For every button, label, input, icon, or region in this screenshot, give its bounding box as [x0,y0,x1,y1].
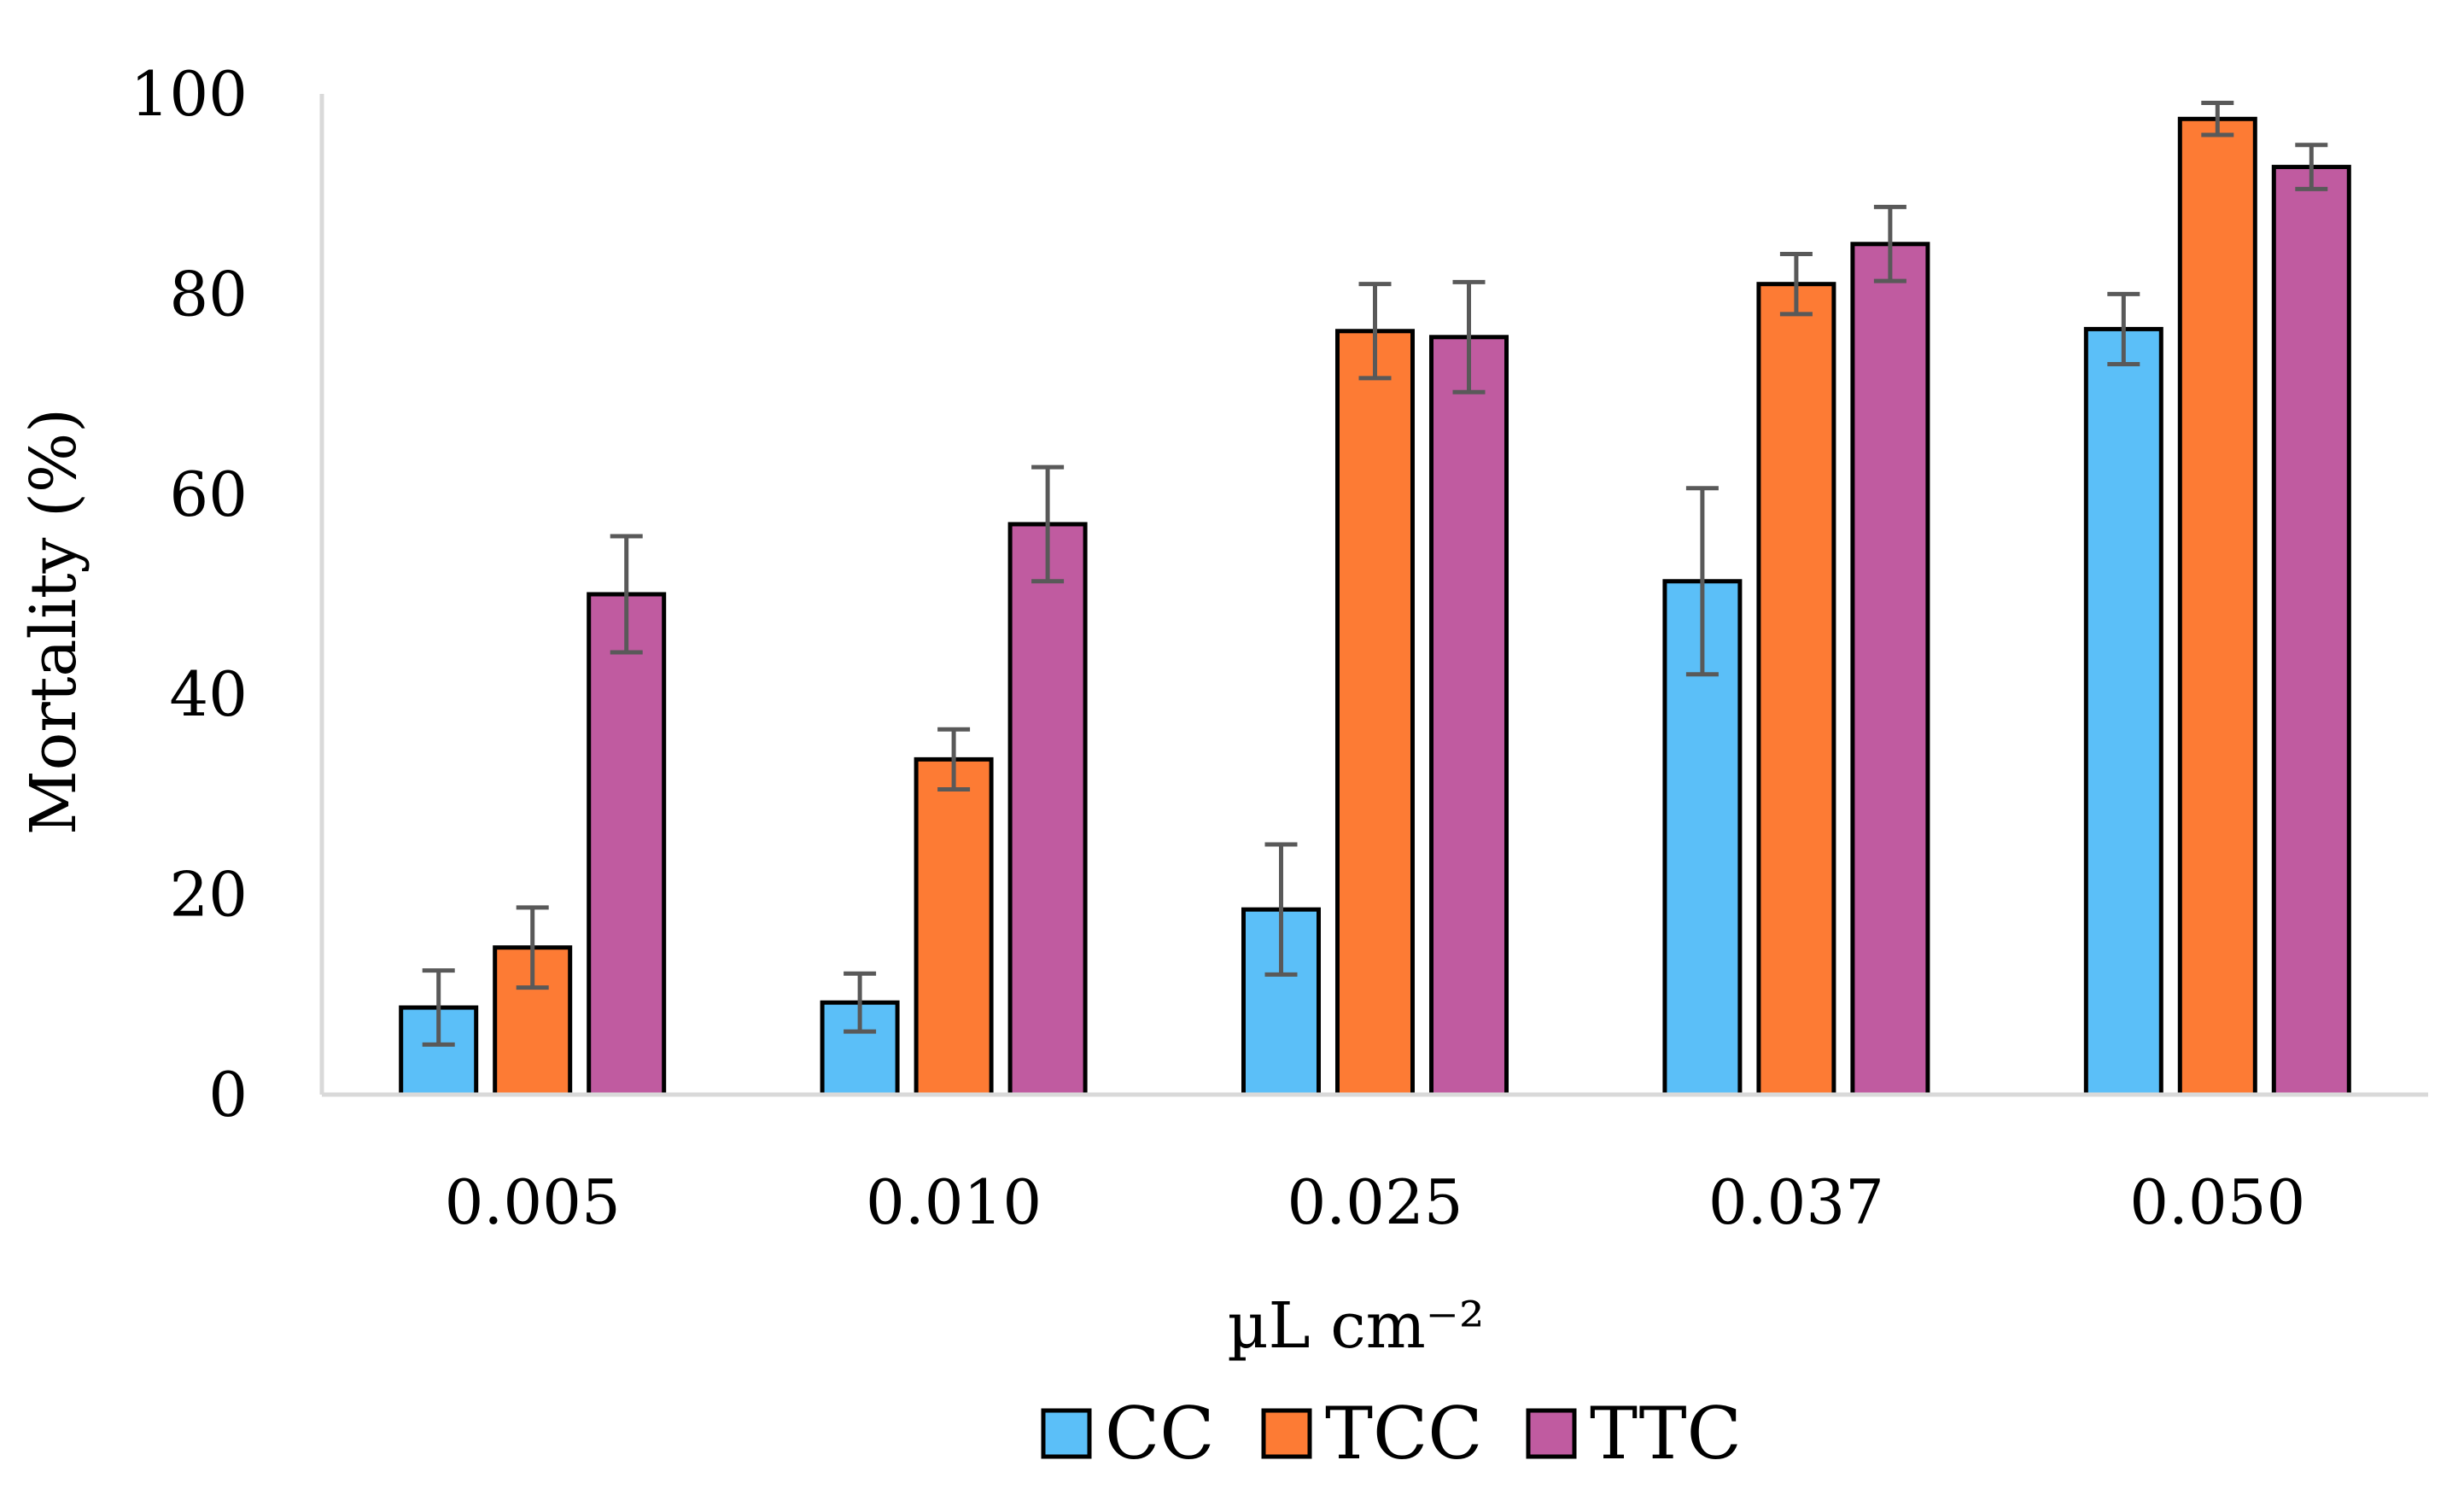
bar-cc [1241,907,1321,1097]
bar-tcc [914,756,994,1097]
error-bar-ttc [2295,143,2328,191]
error-bar-cc [1264,842,1298,977]
legend: CC TCC TTC [1041,1392,1742,1475]
y-tick-label: 0 [208,1059,248,1130]
y-tick-label: 20 [169,859,248,931]
legend-item-cc: CC [1041,1392,1215,1475]
bar-ttc [1850,242,1930,1097]
error-bar-cc [844,971,877,1034]
legend-item-ttc: TTC [1526,1392,1742,1475]
error-bar-tcc [1358,282,1392,381]
legend-swatch-ttc [1526,1408,1577,1459]
error-bar-ttc [610,534,643,655]
error-bar-cc [422,968,455,1047]
bar-tcc [1335,329,1415,1097]
error-bar-ttc [1873,204,1906,283]
bar-ttc [1429,335,1509,1097]
bar-tcc [1756,282,1836,1097]
legend-item-tcc: TCC [1261,1392,1483,1475]
x-tick-label: 0.010 [866,1166,1042,1238]
error-bar-cc [2107,291,2140,366]
x-axis-ticks: 0.005 0.010 0.025 0.037 0.050 [445,1166,2306,1238]
bar-cc [2083,326,2163,1097]
x-tick-label: 0.025 [1287,1166,1463,1238]
legend-label-tcc: TCC [1325,1392,1483,1475]
y-tick-label: 60 [169,459,248,530]
bar-ttc [2271,165,2351,1097]
bar-ttc [1007,522,1088,1097]
y-tick-label: 80 [169,258,248,330]
x-tick-label: 0.037 [1708,1166,1884,1238]
legend-swatch-tcc [1261,1408,1312,1459]
y-tick-label: 40 [169,658,248,730]
bars [399,116,2351,1097]
error-bar-cc [1685,486,1719,677]
bar-tcc [2177,116,2257,1097]
error-bar-tcc [937,727,971,792]
x-tick-label: 0.005 [445,1166,621,1238]
x-axis-title: µL cm⁻² [1227,1289,1484,1363]
x-tick-label: 0.050 [2129,1166,2305,1238]
legend-label-cc: CC [1105,1392,1215,1475]
error-bar-ttc [1452,279,1486,394]
y-tick-label: 100 [131,58,248,130]
error-bar-ttc [1031,464,1065,584]
error-bars [422,101,2328,1047]
legend-label-ttc: TTC [1590,1392,1742,1475]
bar-ttc [587,592,667,1097]
y-axis-title: Mortality (%) [17,408,91,835]
error-bar-tcc [516,905,549,990]
y-axis-ticks: 0 20 40 60 80 100 [131,58,248,1130]
error-bar-tcc [2201,101,2234,137]
legend-swatch-cc [1041,1408,1092,1459]
error-bar-tcc [1779,252,1813,317]
